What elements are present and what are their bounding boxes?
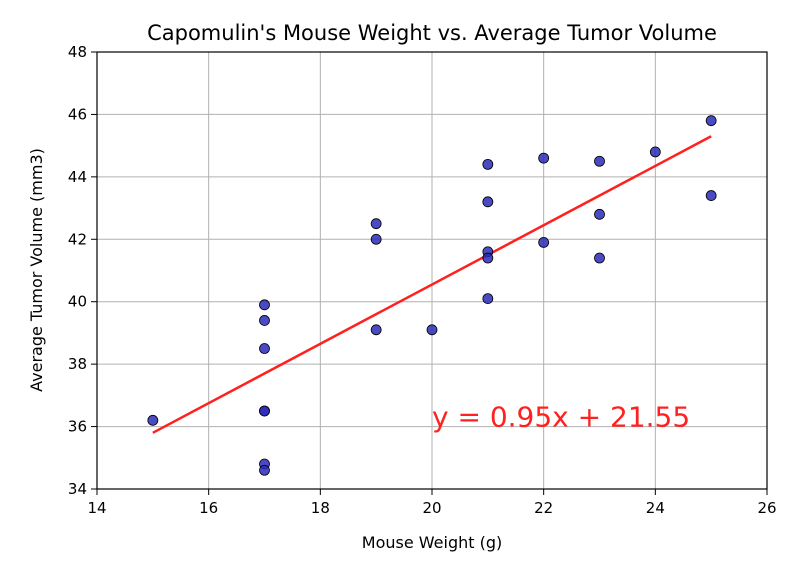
regression-layer <box>152 135 712 434</box>
data-point <box>538 152 550 164</box>
y-tick-label: 36 <box>68 418 87 436</box>
data-point <box>259 405 270 417</box>
y-tick-label: 34 <box>68 480 87 498</box>
y-tick-label: 38 <box>68 355 87 373</box>
x-tick-label: 18 <box>311 499 330 517</box>
annotation-layer: y = 0.95x + 21.55 <box>432 401 690 434</box>
regression-line <box>152 135 712 434</box>
data-points <box>147 115 717 476</box>
data-point <box>370 218 382 230</box>
x-tick-label: 20 <box>422 499 441 517</box>
data-point <box>594 208 605 220</box>
y-tick-label: 42 <box>68 230 87 248</box>
data-point <box>482 293 494 304</box>
x-tick-label: 22 <box>534 499 553 517</box>
x-tick-label: 26 <box>757 499 776 517</box>
y-tick-label: 44 <box>68 168 87 186</box>
data-point <box>370 324 382 336</box>
y-tick-label: 46 <box>68 105 87 123</box>
x-axis-label: Mouse Weight (g) <box>362 533 502 552</box>
x-tick-label: 16 <box>199 499 218 517</box>
regression-equation: y = 0.95x + 21.55 <box>432 401 690 434</box>
data-point <box>594 155 605 167</box>
data-point <box>482 252 494 264</box>
x-tick-labels: 14 16 18 20 22 24 26 <box>87 499 776 517</box>
data-point <box>538 237 550 248</box>
data-point <box>147 414 159 426</box>
data-point <box>482 196 494 208</box>
y-tick-label: 48 <box>68 43 87 61</box>
data-point <box>705 115 717 127</box>
x-tick-label: 14 <box>87 499 106 517</box>
y-tick-labels: 34 36 38 40 42 44 46 48 <box>68 43 87 498</box>
data-point <box>259 343 270 354</box>
tick-marks <box>91 51 768 495</box>
data-point <box>705 190 717 201</box>
data-point <box>259 299 270 311</box>
data-point <box>426 324 438 336</box>
chart-title: Capomulin's Mouse Weight vs. Average Tum… <box>147 21 717 45</box>
data-point <box>649 146 661 158</box>
data-point <box>594 252 605 264</box>
data-point <box>259 315 270 326</box>
data-point <box>370 233 382 245</box>
data-point <box>259 464 270 476</box>
data-point <box>482 158 494 170</box>
y-tick-label: 40 <box>68 293 87 311</box>
x-tick-label: 24 <box>646 499 665 517</box>
y-axis-label: Average Tumor Volume (mm3) <box>27 148 46 392</box>
